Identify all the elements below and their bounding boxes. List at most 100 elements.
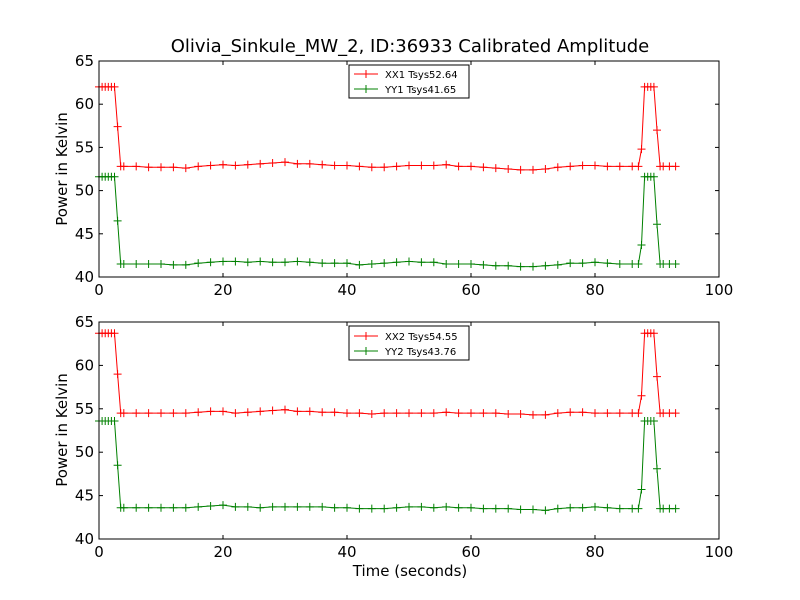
data-point-top-1-35	[454, 260, 463, 269]
data-point-bottom-0-9	[132, 409, 141, 418]
subplot-top-frame	[98, 60, 720, 278]
data-point-top-1-42	[541, 261, 550, 270]
data-point-bottom-0-5	[110, 329, 119, 338]
data-point-top-0-11	[157, 163, 165, 172]
data-point-top-0-22	[293, 159, 302, 168]
data-point-bottom-1-5	[110, 416, 119, 425]
data-point-bottom-1-40	[516, 505, 525, 514]
data-point-bottom-1-26	[343, 503, 351, 512]
data-point-top-0-36	[467, 162, 475, 171]
subplot-top-ylabel: Power in Kelvin	[53, 112, 71, 226]
data-point-top-0-45	[578, 161, 587, 170]
ytick-label-bottom-5: 65	[75, 313, 94, 331]
data-point-top-1-51	[637, 241, 646, 250]
data-point-bottom-0-33	[429, 409, 438, 418]
data-point-top-0-46	[591, 161, 599, 170]
xtick-label-bottom-4: 80	[585, 543, 604, 561]
data-point-top-1-36	[467, 260, 475, 269]
data-point-bottom-0-38	[491, 409, 500, 418]
data-point-top-1-11	[157, 260, 165, 269]
data-point-top-1-5	[110, 172, 119, 181]
legend-label-xx2: XX2 Tsys54.55	[385, 332, 458, 343]
data-point-top-1-8	[119, 260, 128, 269]
data-point-bottom-0-21	[281, 405, 289, 414]
data-point-bottom-0-37	[479, 409, 488, 418]
subplot-bottom-legend: XX2 Tsys54.55 YY2 Tsys43.76	[348, 325, 470, 361]
data-point-top-1-33	[429, 258, 438, 267]
data-point-top-1-26	[343, 259, 351, 268]
subplot-bottom-xlabel: Time (seconds)	[352, 562, 468, 580]
data-point-top-0-14	[194, 162, 203, 171]
data-point-bottom-0-43	[553, 409, 562, 418]
data-point-bottom-0-23	[305, 407, 314, 416]
xtick-label-top-0: 0	[94, 281, 104, 299]
data-point-bottom-1-43	[553, 504, 562, 513]
data-point-bottom-0-20	[268, 406, 277, 415]
data-point-top-0-50	[634, 162, 643, 171]
data-point-bottom-0-16	[219, 407, 227, 416]
data-point-bottom-0-44	[566, 408, 575, 417]
data-point-top-0-10	[144, 163, 153, 172]
data-point-top-0-9	[132, 162, 141, 171]
subplot-bottom-ylabel: Power in Kelvin	[53, 373, 71, 487]
ytick-label-top-0: 40	[75, 268, 94, 286]
data-point-bottom-0-32	[417, 409, 426, 418]
data-point-top-1-25	[330, 259, 339, 268]
data-point-top-0-21	[281, 158, 289, 167]
subplot-top-legend-box	[348, 64, 470, 99]
data-point-top-0-55	[649, 82, 658, 91]
data-point-bottom-1-9	[132, 503, 141, 512]
data-point-top-1-56	[653, 220, 661, 229]
data-point-top-1-30	[392, 258, 401, 267]
data-point-bottom-0-39	[504, 410, 513, 419]
ytick-label-bottom-3: 55	[75, 400, 94, 418]
data-point-top-0-5	[110, 82, 119, 91]
data-point-top-1-6	[113, 216, 122, 225]
legend-marker-yy1	[362, 85, 370, 93]
data-point-top-0-17	[231, 161, 240, 170]
data-point-bottom-1-24	[318, 502, 327, 511]
data-point-bottom-0-46	[591, 409, 599, 418]
data-point-bottom-0-56	[653, 372, 661, 381]
data-point-bottom-1-46	[591, 502, 599, 511]
data-point-top-0-40	[516, 165, 525, 174]
data-point-bottom-1-31	[405, 502, 413, 511]
ytick-label-top-5: 65	[75, 52, 94, 70]
data-point-bottom-1-21	[281, 502, 289, 511]
data-point-bottom-0-60	[671, 409, 680, 418]
data-point-bottom-1-41	[529, 505, 537, 514]
data-point-top-1-48	[615, 260, 624, 269]
data-point-bottom-1-56	[653, 464, 661, 473]
data-point-bottom-0-25	[330, 408, 339, 417]
data-point-top-1-32	[417, 258, 426, 267]
data-point-top-1-10	[144, 260, 153, 269]
data-point-bottom-0-15	[206, 407, 215, 416]
subplot-bottom-frame	[98, 321, 720, 540]
data-point-bottom-1-51	[637, 485, 646, 494]
data-point-top-0-56	[653, 126, 661, 135]
ytick-label-bottom-0: 40	[75, 530, 94, 548]
data-point-bottom-0-28	[367, 410, 376, 419]
data-point-top-1-17	[231, 257, 240, 266]
data-point-bottom-1-6	[113, 461, 122, 470]
data-point-top-0-60	[671, 162, 680, 171]
data-point-bottom-0-51	[637, 391, 646, 400]
legend-marker-xx1	[362, 70, 370, 78]
data-point-top-1-20	[268, 258, 277, 267]
data-point-top-0-29	[380, 163, 389, 172]
data-point-top-0-31	[405, 161, 413, 170]
data-point-bottom-0-26	[343, 409, 351, 418]
data-point-bottom-0-11	[157, 409, 165, 418]
data-point-top-0-23	[305, 159, 314, 168]
data-point-top-0-42	[541, 165, 550, 173]
data-point-top-0-13	[181, 164, 190, 173]
xtick-label-bottom-2: 40	[337, 543, 356, 561]
data-point-top-1-22	[293, 257, 302, 266]
data-point-bottom-1-15	[206, 502, 215, 511]
data-point-bottom-1-18	[243, 502, 252, 511]
data-point-bottom-1-60	[671, 504, 680, 513]
xtick-label-top-1: 20	[213, 281, 232, 299]
data-point-bottom-1-30	[392, 503, 401, 512]
data-point-bottom-0-55	[649, 329, 658, 338]
